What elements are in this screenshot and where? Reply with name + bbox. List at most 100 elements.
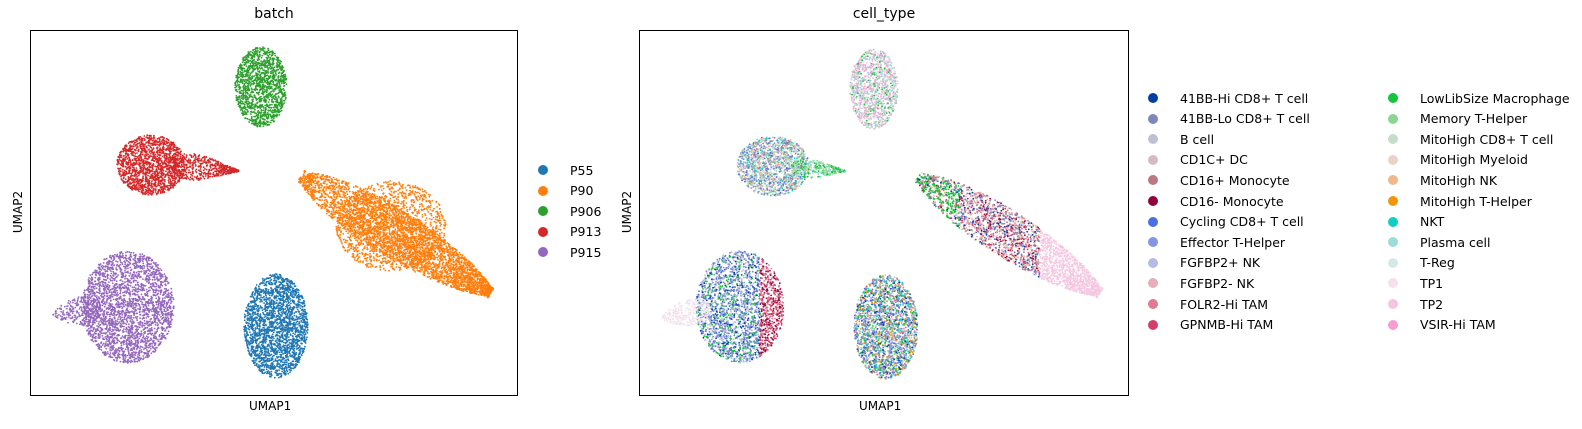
legend-marker [1148, 299, 1158, 309]
legend-marker [1388, 113, 1398, 124]
legend-marker [1148, 134, 1158, 145]
legend-item: Plasma cell [1388, 234, 1491, 250]
legend-label: Plasma cell [1420, 235, 1491, 250]
legend-item: CD1C+ DC [1148, 152, 1248, 168]
legend-label: LowLibSize Macrophage [1420, 91, 1570, 106]
legend-item: CD16+ Monocyte [1148, 172, 1290, 188]
cluster-bottom-left [695, 250, 785, 364]
legend-label: B cell [1180, 132, 1214, 147]
legend-label: P55 [570, 163, 593, 178]
legend-label: TP2 [1420, 297, 1443, 312]
legend-marker [1148, 278, 1158, 289]
legend-marker [1148, 237, 1158, 248]
legend-marker [1388, 237, 1398, 248]
legend-label: FGFBP2- NK [1180, 276, 1254, 291]
batch-y-axis-label: UMAP2 [11, 190, 25, 234]
legend-marker [538, 185, 548, 196]
legend-item: 41BB-Lo CD8+ T cell [1148, 111, 1310, 127]
batch-plot-title: batch [31, 6, 517, 22]
legend-marker [538, 165, 548, 175]
legend-item: TP2 [1388, 296, 1443, 312]
legend-label: P90 [570, 183, 593, 198]
legend-marker [1148, 216, 1158, 227]
legend-marker [1388, 154, 1398, 165]
celltype-plot-area [639, 30, 1129, 396]
celltype-y-axis-label: UMAP2 [620, 190, 634, 234]
legend-marker [1148, 93, 1158, 103]
legend-item: VSIR-Hi TAM [1388, 317, 1496, 333]
celltype-scatter [661, 48, 1104, 380]
legend-marker [1148, 113, 1158, 124]
legend-item: GPNMB-Hi TAM [1148, 317, 1273, 333]
legend-item: Memory T-Helper [1388, 111, 1527, 127]
legend-label: 41BB-Hi CD8+ T cell [1180, 91, 1308, 106]
legend-item: T-Reg [1388, 255, 1455, 271]
legend-label: NKT [1420, 214, 1444, 229]
legend-label: FGFBP2+ NK [1180, 255, 1260, 270]
legend-item: MitoHigh T-Helper [1388, 193, 1532, 209]
legend-label: Cycling CD8+ T cell [1180, 214, 1304, 229]
cluster-P913 [116, 134, 186, 196]
cluster-P90-core [335, 180, 447, 272]
legend-item: NKT [1388, 214, 1444, 230]
batch-plot-area [30, 30, 518, 396]
cluster-P915 [81, 250, 175, 364]
legend-label: MitoHigh CD8+ T cell [1420, 132, 1553, 147]
cluster-right [915, 171, 1104, 299]
celltype-x-axis-label: UMAP1 [859, 399, 901, 413]
legend-item: P915 [538, 244, 601, 260]
legend-marker [1388, 93, 1398, 103]
legend-label: MitoHigh T-Helper [1420, 194, 1532, 209]
legend-label: T-Reg [1420, 255, 1455, 270]
cluster-left-tail [791, 158, 846, 179]
legend-item: CD16- Monocyte [1148, 193, 1284, 209]
legend-label: Effector T-Helper [1180, 235, 1285, 250]
legend-item: TP1 [1388, 275, 1443, 291]
legend-marker [538, 206, 548, 217]
batch-scatter [52, 46, 494, 379]
cluster-P55 [243, 273, 309, 379]
legend-label: P915 [570, 245, 601, 260]
legend-label: 41BB-Lo CD8+ T cell [1180, 111, 1310, 126]
legend-item: P913 [538, 224, 601, 240]
legend-label: MitoHigh NK [1420, 173, 1497, 188]
legend-marker [1388, 299, 1398, 309]
celltype-plot-title: cell_type [640, 6, 1128, 22]
legend-label: TP1 [1420, 276, 1443, 291]
cluster-P913-tail [170, 153, 240, 181]
cluster-P90 [297, 169, 494, 299]
cluster-P915-tail [52, 295, 102, 327]
legend-item: Cycling CD8+ T cell [1148, 214, 1304, 230]
legend-label: CD1C+ DC [1180, 152, 1248, 167]
cluster-top [849, 48, 899, 130]
legend-marker [1388, 175, 1398, 186]
legend-item: 41BB-Hi CD8+ T cell [1148, 90, 1308, 106]
legend-marker [538, 226, 548, 237]
legend-item: MitoHigh CD8+ T cell [1388, 131, 1553, 147]
legend-label: MitoHigh Myeloid [1420, 152, 1528, 167]
legend-item: LowLibSize Macrophage [1388, 90, 1570, 106]
legend-marker [1148, 154, 1158, 165]
cluster-bottom-mid [853, 274, 919, 380]
legend-item: P906 [538, 203, 601, 219]
legend-item: FOLR2-Hi TAM [1148, 296, 1268, 312]
legend-marker [1388, 134, 1398, 145]
cluster-left [736, 135, 810, 197]
legend-label: GPNMB-Hi TAM [1180, 317, 1273, 332]
legend-item: P55 [538, 162, 593, 178]
legend-marker [1388, 196, 1398, 206]
legend-marker [1148, 319, 1158, 330]
legend-marker [1148, 257, 1158, 268]
legend-item: FGFBP2+ NK [1148, 255, 1260, 271]
legend-item: FGFBP2- NK [1148, 275, 1254, 291]
legend-marker [1148, 175, 1158, 186]
legend-item: P90 [538, 183, 593, 199]
cluster-P906 [234, 46, 288, 128]
legend-label: CD16- Monocyte [1180, 194, 1284, 209]
legend-item: MitoHigh Myeloid [1388, 152, 1528, 168]
legend-marker [1388, 216, 1398, 227]
legend-marker [1388, 257, 1398, 268]
cluster-bottom-left-tail [661, 298, 712, 327]
legend-item: MitoHigh NK [1388, 172, 1497, 188]
legend-marker [1388, 319, 1398, 330]
